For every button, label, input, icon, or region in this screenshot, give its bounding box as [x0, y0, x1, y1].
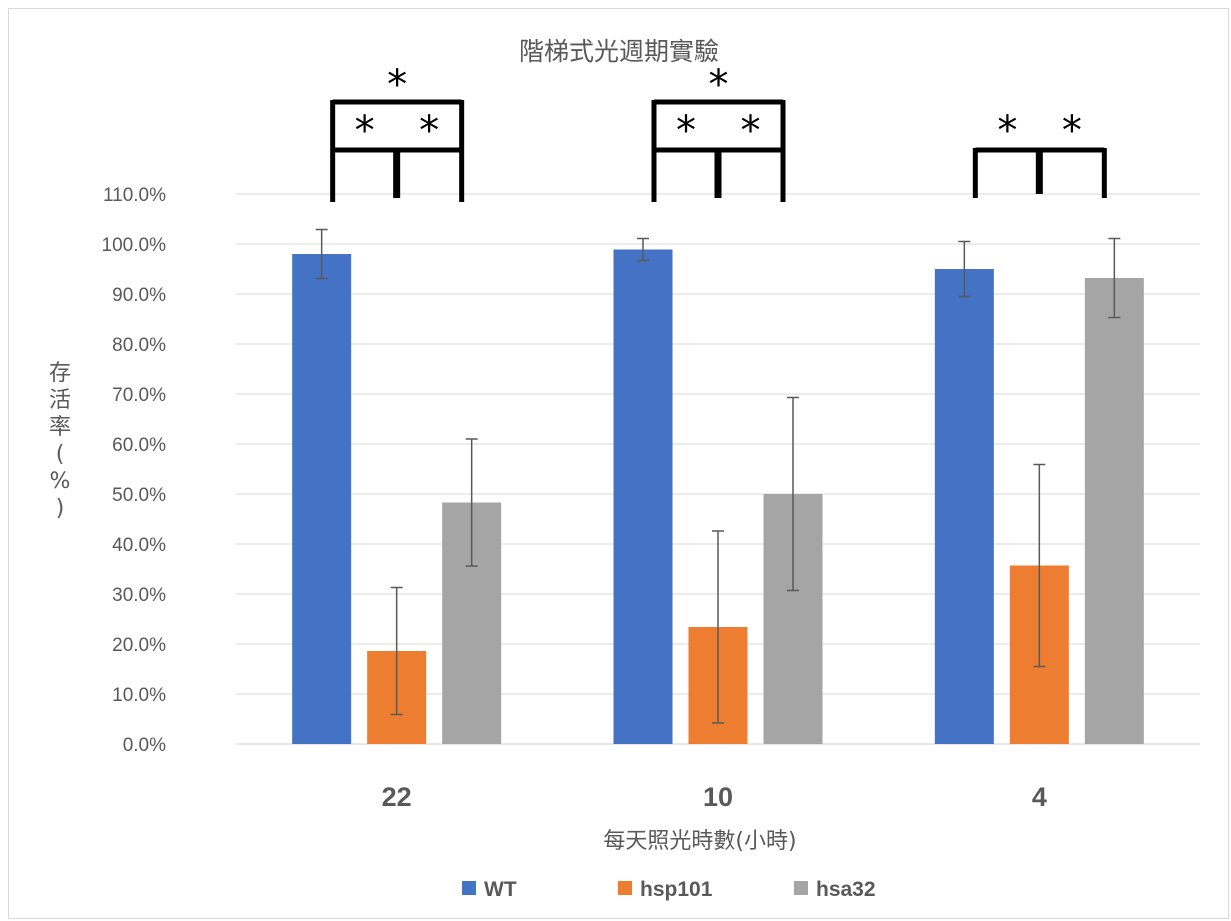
bar-hsa32-4	[1084, 278, 1144, 744]
significance-star: *	[1062, 108, 1082, 154]
legend: WT hsp101 hsa32	[462, 878, 876, 901]
y-tick-label: 70.0%	[112, 385, 166, 406]
bar-WT-4	[934, 269, 994, 744]
y-axis-title-char: (	[56, 442, 65, 467]
significance-brackets: * * * * * * * *	[330, 62, 1107, 202]
bar-WT-10	[613, 249, 673, 744]
legend-swatch-WT	[462, 881, 476, 895]
y-tick-label: 60.0%	[112, 435, 166, 456]
legend-label: WT	[484, 878, 517, 901]
significance-star: *	[997, 108, 1017, 154]
legend-swatch-hsp101	[618, 881, 632, 895]
y-tick-label: 10.0%	[112, 685, 166, 706]
bar-WT-22	[292, 254, 352, 744]
y-tick-label: 0.0%	[123, 735, 166, 756]
significance-star: *	[387, 62, 407, 108]
significance-star: *	[676, 108, 696, 154]
y-axis-title-char: %	[50, 469, 71, 494]
significance-star: *	[741, 108, 761, 154]
y-tick-label: 40.0%	[112, 535, 166, 556]
significance-star: *	[355, 108, 375, 154]
y-axis-title-char: 存	[49, 361, 71, 386]
chart-title: 階梯式光週期實驗	[519, 37, 719, 66]
significance-star: *	[419, 108, 439, 154]
y-tick-label: 30.0%	[112, 585, 166, 606]
legend-swatch-hsa32	[794, 881, 808, 895]
y-tick-label: 50.0%	[112, 485, 166, 506]
significance-star: *	[709, 62, 729, 108]
y-axis-title-char: 率	[49, 415, 71, 440]
y-axis-title-char: )	[56, 496, 65, 521]
y-tick-label: 90.0%	[112, 285, 166, 306]
error-bars	[315, 228, 1121, 724]
y-axis-title: 存活率(%)	[49, 361, 71, 521]
legend-label: hsa32	[816, 878, 876, 901]
x-tick-label: 4	[1032, 782, 1047, 812]
x-axis-title: 每天照光時數(小時)	[603, 829, 796, 854]
y-tick-label: 20.0%	[112, 635, 166, 656]
x-tick-labels: 22 10 4	[382, 782, 1047, 812]
y-tick-labels: 0.0% 10.0% 20.0% 30.0% 40.0% 50.0% 60.0% 70.0% 8…	[102, 185, 167, 756]
y-axis-title-char: 活	[49, 388, 71, 413]
x-tick-label: 22	[382, 782, 412, 812]
legend-label: hsp101	[640, 878, 713, 901]
x-tick-label: 10	[703, 782, 733, 812]
y-tick-label: 110.0%	[103, 185, 166, 206]
y-tick-label: 80.0%	[112, 335, 166, 356]
y-tick-label: 100.0%	[102, 235, 167, 256]
